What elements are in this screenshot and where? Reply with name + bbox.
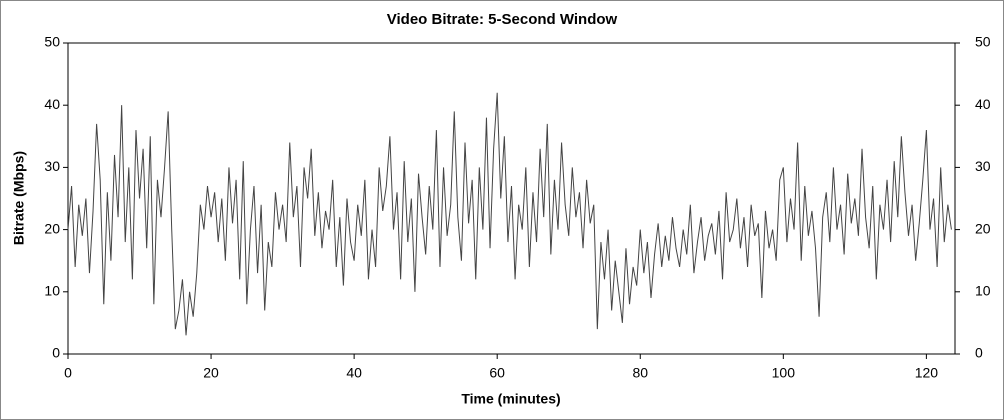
plot-area bbox=[67, 42, 956, 355]
x-tick-label: 60 bbox=[489, 365, 505, 381]
bitrate-line bbox=[67, 92, 952, 336]
y2-tick-label: 30 bbox=[975, 158, 991, 174]
y-tick-label: 0 bbox=[52, 345, 60, 361]
x-tick-label: 120 bbox=[915, 365, 939, 381]
y2-tick-label: 40 bbox=[975, 96, 991, 112]
y-tick-label: 10 bbox=[44, 283, 60, 299]
y-axis-label: Bitrate (Mbps) bbox=[11, 151, 27, 245]
y2-tick-label: 0 bbox=[975, 345, 983, 361]
x-axis-label: Time (minutes) bbox=[461, 391, 560, 407]
y-tick-label: 30 bbox=[44, 158, 60, 174]
y-tick-label: 20 bbox=[44, 220, 60, 236]
y2-tick-label: 10 bbox=[975, 283, 991, 299]
x-tick-label: 80 bbox=[632, 365, 648, 381]
y-tick-label: 50 bbox=[44, 34, 60, 50]
x-tick-label: 20 bbox=[203, 365, 219, 381]
y2-tick-label: 50 bbox=[975, 34, 991, 50]
x-tick-label: 40 bbox=[346, 365, 362, 381]
y-tick-label: 40 bbox=[44, 96, 60, 112]
chart-title: Video Bitrate: 5-Second Window bbox=[387, 11, 618, 28]
x-tick-label: 0 bbox=[64, 365, 72, 381]
x-tick-label: 100 bbox=[772, 365, 796, 381]
y2-tick-label: 20 bbox=[975, 220, 991, 236]
